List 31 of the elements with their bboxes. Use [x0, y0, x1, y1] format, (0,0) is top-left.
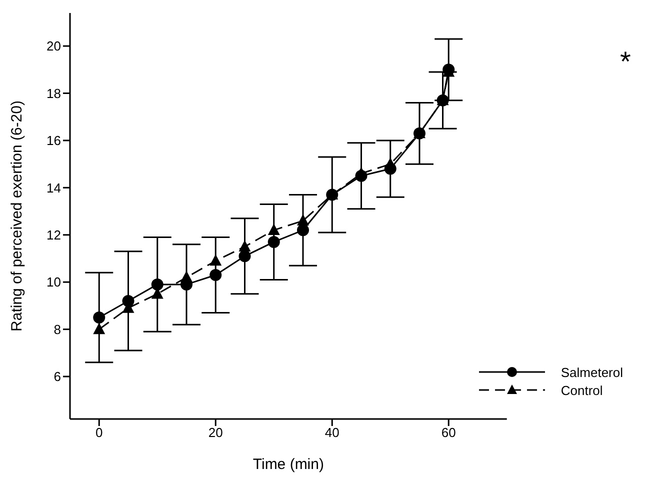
y-axis-title: Rating of perceived exertion (6-20)	[8, 100, 26, 332]
y-tick-label: 16	[46, 133, 61, 148]
y-tick-label: 18	[46, 86, 61, 101]
y-tick-label: 12	[46, 228, 61, 242]
y-tick-label: 10	[46, 274, 61, 290]
y-tick-label: 8	[54, 322, 61, 337]
x-axis-title: Time (min)	[252, 456, 324, 473]
point	[210, 254, 222, 266]
x-tick-label: 40	[324, 425, 340, 440]
text: Control	[560, 382, 603, 398]
point	[384, 157, 396, 169]
x-tick-label: 60	[441, 425, 456, 440]
point	[268, 236, 280, 248]
y-tick-label: 14	[46, 180, 61, 196]
x-tick-label: 20	[208, 425, 223, 440]
point	[296, 214, 309, 226]
point	[93, 322, 106, 334]
point	[151, 278, 164, 290]
point	[238, 250, 251, 262]
text: *	[620, 46, 631, 77]
point	[355, 166, 368, 178]
x-tick-label: 0	[96, 425, 103, 440]
y-tick-label: 20	[46, 38, 61, 54]
point	[180, 270, 192, 282]
point	[238, 240, 251, 252]
text: Salmeterol	[560, 364, 623, 380]
point	[268, 224, 280, 235]
point	[93, 312, 106, 324]
point	[296, 224, 309, 236]
y-tick-label: 6	[54, 369, 61, 384]
point	[210, 269, 222, 282]
